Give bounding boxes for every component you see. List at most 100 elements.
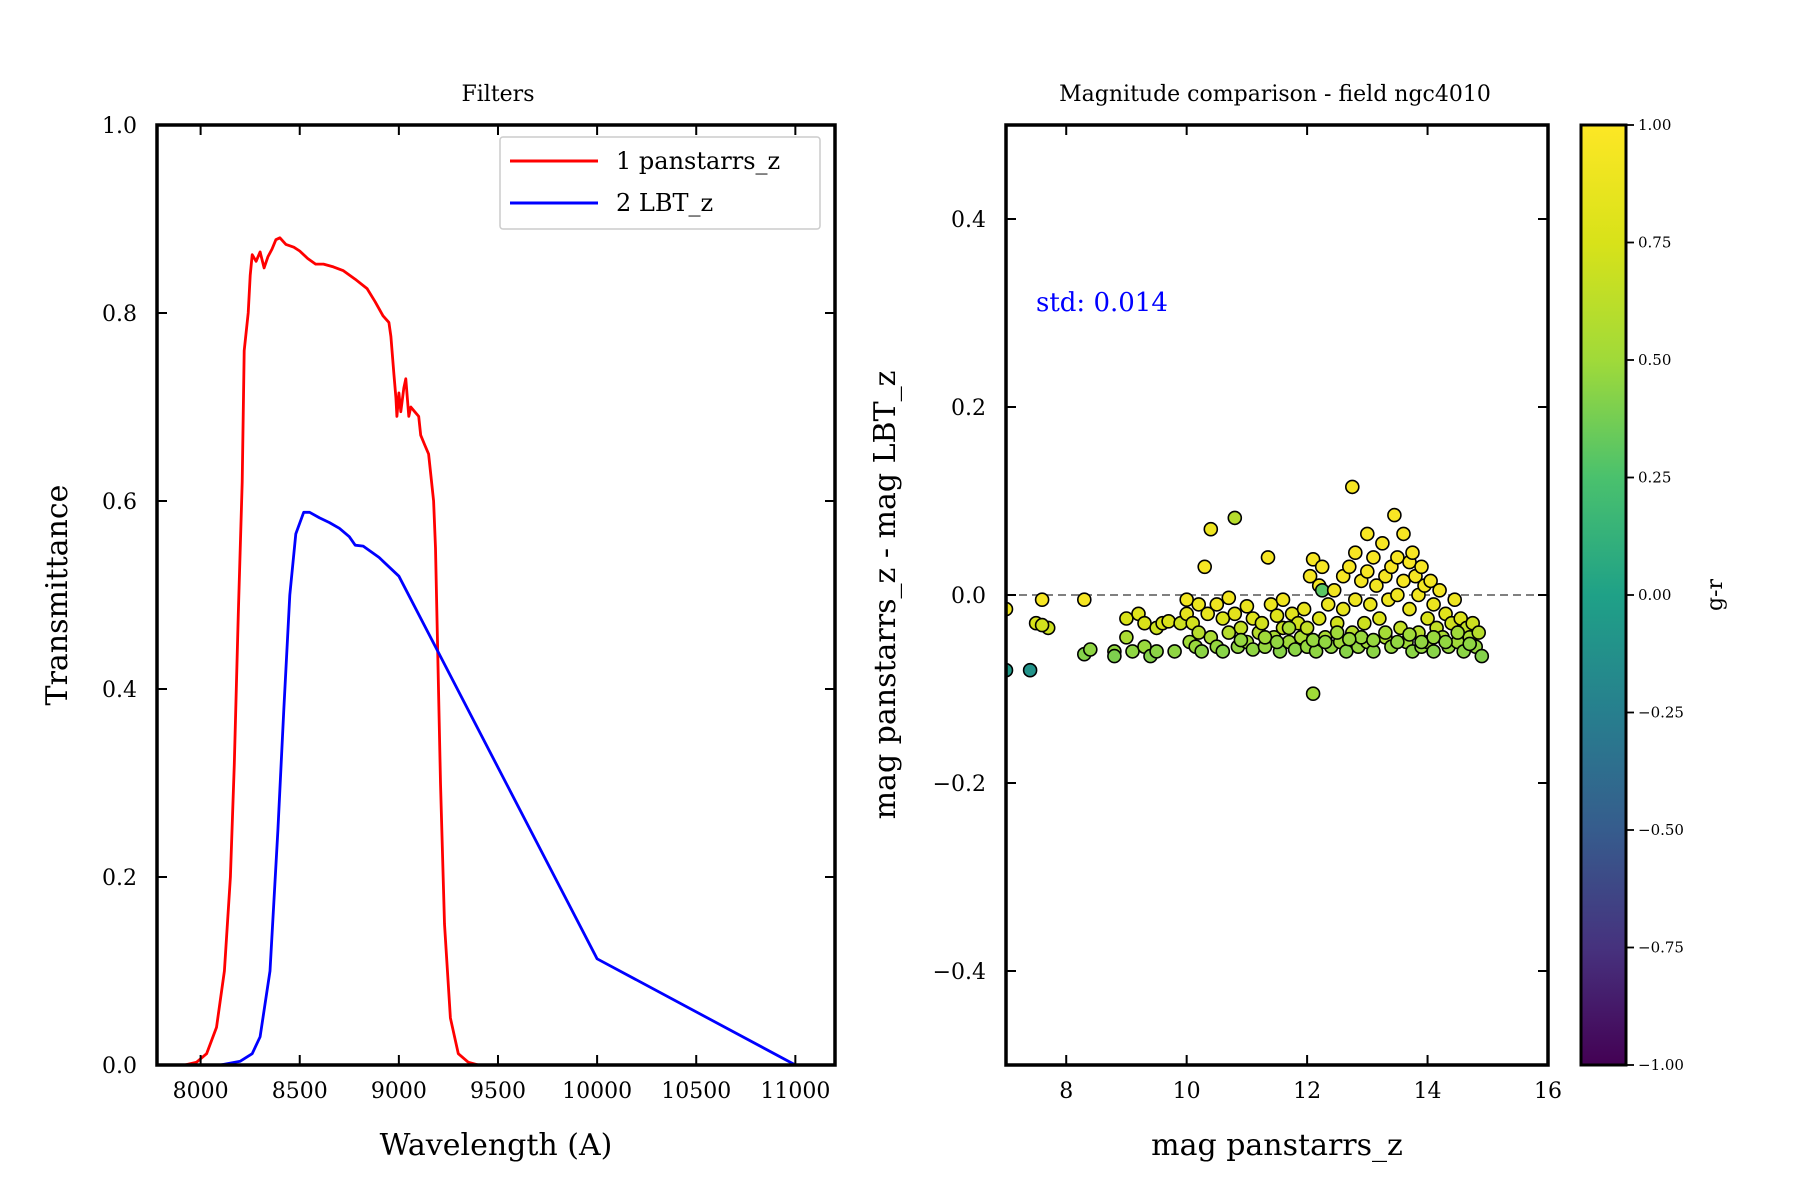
colorbar-tick-label: −0.50 [1638, 821, 1684, 839]
scatter-point [1414, 559, 1429, 575]
y-tick-label: −0.4 [933, 960, 986, 985]
x-tick-label: 14 [1414, 1079, 1442, 1104]
scatter-point [1269, 608, 1285, 624]
colorbar-tick-label: 0.00 [1638, 586, 1671, 604]
colorbar-tick-label: −1.00 [1638, 1056, 1684, 1074]
scatter-point [1360, 526, 1375, 542]
scatter-point [1149, 644, 1164, 659]
scatter-point [1354, 629, 1369, 645]
scatter-point [1317, 634, 1333, 650]
filters-panel: Filters 8000 8500 9000 9500 10000 10500 11000 0… [40, 82, 837, 1163]
x-tick-label: 9500 [470, 1079, 526, 1104]
series-line-panstarrs-z [184, 236, 479, 1067]
scatter-point [1329, 625, 1345, 640]
x-tick-label: 8500 [272, 1079, 328, 1104]
filters-title: Filters [461, 82, 534, 107]
scatter-point [1221, 625, 1237, 640]
magnitude-ticks: 8 10 12 14 16 −0.4 −0.2 0.0 0.2 0.4 [933, 125, 1562, 1104]
scatter-point [1326, 582, 1342, 598]
scatter-point [1314, 582, 1330, 598]
scatter-point [1034, 592, 1050, 608]
scatter-point [1357, 615, 1372, 631]
series-line-lbt-z [220, 510, 797, 1067]
scatter-point [1414, 634, 1429, 650]
legend-label-lbt: 2 LBT_z [616, 189, 713, 217]
scatter-point [1426, 644, 1441, 659]
y-tick-label: 0.8 [102, 302, 137, 327]
scatter-point [1119, 629, 1134, 645]
scatter-point [1432, 582, 1447, 598]
scatter-point [1200, 606, 1215, 622]
scatter-point [1311, 611, 1327, 626]
scatter-point [1426, 597, 1441, 612]
scatter-point [1305, 686, 1321, 702]
y-tick-label: 0.2 [102, 866, 137, 891]
scatter-point [1342, 559, 1357, 575]
scatter-point [1197, 559, 1212, 575]
y-tick-label: 0.4 [102, 678, 137, 703]
x-tick-label: 8000 [173, 1079, 229, 1104]
scatter-point [1372, 611, 1387, 626]
scatter-point [1462, 636, 1477, 652]
scatter-point [1339, 644, 1354, 659]
y-tick-label: 0.0 [951, 584, 986, 609]
scatter-point [1387, 507, 1402, 523]
scatter-point [1366, 632, 1381, 648]
scatter-point [1125, 644, 1140, 659]
scatter-point [1227, 510, 1243, 526]
y-tick-label: 0.6 [102, 490, 137, 515]
scatter-point [1215, 644, 1231, 659]
scatter-point [1375, 535, 1390, 551]
scatter-point [1423, 573, 1438, 589]
filters-plot-frame [155, 123, 837, 1067]
scatter-point [1233, 620, 1249, 636]
scatter-point [1366, 550, 1381, 565]
scatter-point [1260, 550, 1276, 565]
scatter-point [1320, 597, 1336, 612]
scatter-point [1281, 620, 1297, 636]
scatter-point [1194, 644, 1209, 659]
x-tick-label: 9000 [371, 1079, 427, 1104]
scatter-point [1191, 625, 1206, 640]
scatter-point [1077, 592, 1092, 608]
scatter-point [1348, 545, 1363, 561]
filters-x-axis-label: Wavelength (A) [380, 1128, 613, 1163]
scatter-point [1345, 479, 1360, 495]
scatter-point [1161, 613, 1176, 629]
scatter-point [1363, 597, 1378, 612]
y-tick-label: −0.2 [933, 772, 986, 797]
x-tick-label: 8 [1059, 1079, 1073, 1104]
x-tick-label: 10000 [562, 1079, 632, 1104]
magnitude-panel: Magnitude comparison - field ngc4010 8 10… [868, 82, 1728, 1163]
scatter-point [1239, 598, 1255, 614]
scatter-point [1402, 601, 1417, 617]
scatter-point [1302, 568, 1318, 584]
scatter-point [1390, 634, 1405, 650]
magnitude-x-axis-label: mag panstarrs_z [1151, 1128, 1403, 1163]
scatter-point [1296, 601, 1312, 617]
scatter-point [1420, 611, 1435, 626]
y-tick-label: 0.2 [951, 396, 986, 421]
scatter-point [1287, 642, 1303, 657]
x-tick-label: 10500 [661, 1079, 731, 1104]
magnitude-y-axis-label: mag panstarrs_z - mag LBT_z [868, 371, 903, 820]
scatter-point [1378, 625, 1393, 640]
colorbar-tick-label: 0.25 [1638, 469, 1671, 487]
scatter-point [1167, 644, 1182, 659]
x-tick-label: 12 [1293, 1079, 1321, 1104]
scatter-point [1215, 611, 1231, 626]
scatter-point [1022, 662, 1038, 678]
scatter-point [1396, 526, 1411, 542]
scatter-point [1396, 573, 1411, 589]
scatter-point [1209, 597, 1225, 612]
legend-label-panstarrs: 1 panstarrs_z [616, 147, 780, 175]
colorbar-label: g-r [1703, 579, 1728, 612]
filters-curves [184, 236, 797, 1067]
scatter-point [1314, 559, 1330, 575]
colorbar-frame [1579, 123, 1628, 1067]
scatter-point [1179, 592, 1194, 608]
scatter-point [1227, 606, 1243, 622]
scatter-point [1275, 592, 1291, 608]
magnitude-title: Magnitude comparison - field ngc4010 [1059, 82, 1491, 107]
scatter-point [1233, 632, 1249, 648]
